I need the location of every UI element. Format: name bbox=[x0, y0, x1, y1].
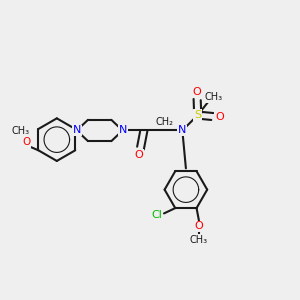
Text: O: O bbox=[215, 112, 224, 122]
Text: O: O bbox=[193, 87, 202, 97]
Text: CH₃: CH₃ bbox=[12, 126, 30, 136]
Text: Cl: Cl bbox=[152, 211, 162, 220]
Text: CH₃: CH₃ bbox=[204, 92, 223, 102]
Text: O: O bbox=[194, 221, 203, 231]
Text: O: O bbox=[134, 150, 143, 160]
Text: N: N bbox=[118, 125, 127, 136]
Text: S: S bbox=[194, 110, 201, 120]
Text: CH₃: CH₃ bbox=[190, 235, 208, 245]
Text: N: N bbox=[73, 125, 81, 136]
Text: N: N bbox=[178, 125, 187, 136]
Text: O: O bbox=[22, 137, 31, 147]
Text: CH₂: CH₂ bbox=[155, 117, 173, 127]
